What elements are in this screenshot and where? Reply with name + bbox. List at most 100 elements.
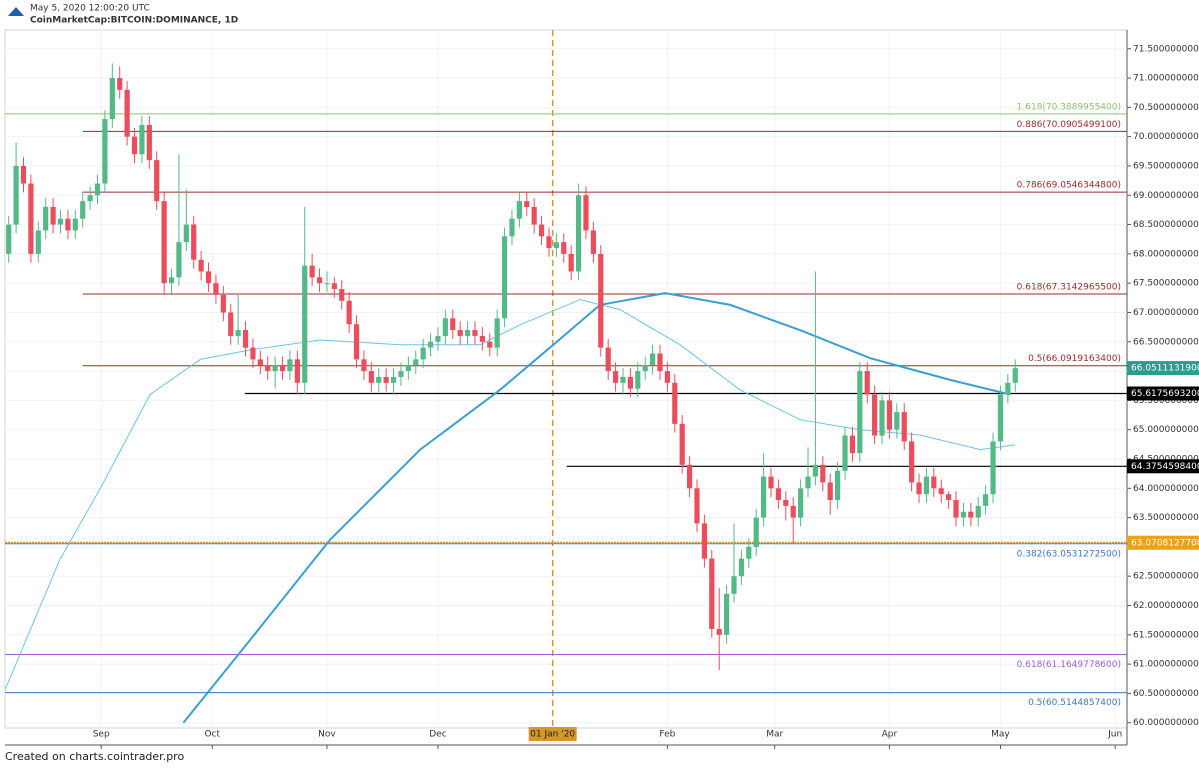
- x-tick-label: Feb: [659, 730, 675, 740]
- y-tick-label: 60.5000000000: [1133, 689, 1199, 699]
- candle-body: [250, 347, 256, 360]
- candle-body: [812, 464, 819, 477]
- candle-body: [738, 558, 745, 577]
- candle-body: [997, 394, 1004, 442]
- candle-body: [28, 183, 34, 254]
- y-tick-label: 60.0000000000: [1133, 718, 1199, 728]
- candle-body: [524, 201, 530, 207]
- y-tick-label: 68.0000000000: [1133, 249, 1199, 259]
- candle-body: [679, 423, 685, 465]
- candle-body: [820, 464, 826, 483]
- candle-body: [279, 365, 286, 372]
- candle-body: [731, 576, 737, 594]
- candle-body: [191, 224, 197, 260]
- y-tick-label: 71.5000000000: [1133, 44, 1199, 54]
- y-tick-label: 67.0000000000: [1133, 308, 1199, 318]
- y-tick-label: 69.0000000000: [1133, 191, 1199, 201]
- candle-body: [43, 206, 49, 231]
- candle-body: [701, 523, 707, 559]
- candle-body: [872, 394, 878, 436]
- candle-body: [94, 183, 101, 196]
- candle-body: [827, 482, 833, 501]
- x-tick-label: Mar: [766, 730, 783, 740]
- candle-body: [183, 224, 189, 243]
- candle-body: [546, 236, 552, 249]
- fib-label: 0.618(67.3142965500): [1017, 283, 1121, 293]
- candle-body: [849, 435, 856, 454]
- candle-body: [761, 476, 767, 518]
- candle-body: [405, 365, 411, 372]
- candle-body: [746, 546, 752, 559]
- candle-body: [923, 476, 930, 495]
- candle-body: [568, 253, 574, 272]
- date-marker-box: [528, 727, 577, 741]
- candle-body: [146, 124, 152, 161]
- candle-body: [109, 78, 115, 120]
- candle-body: [605, 347, 611, 372]
- y-tick-label: 67.5000000000: [1133, 279, 1199, 289]
- candle-body: [413, 359, 419, 366]
- x-tick-label: Apr: [882, 730, 898, 740]
- y-tick-label: 62.5000000000: [1133, 572, 1199, 582]
- candle-body: [457, 330, 463, 336]
- x-tick-label: Dec: [429, 730, 446, 740]
- candle-body: [376, 376, 382, 383]
- fib-label: 0.618(61.1649778600): [1017, 660, 1121, 670]
- candle-body: [124, 89, 130, 137]
- candle-body: [835, 470, 841, 501]
- price-tag: [1127, 459, 1199, 474]
- candle-body: [509, 218, 515, 237]
- candle-body: [886, 400, 893, 430]
- fib-label: 0.886(70.0905499100): [1017, 120, 1121, 130]
- candle-body: [242, 330, 249, 348]
- candle-body: [953, 500, 959, 518]
- candle-body: [294, 359, 300, 383]
- price-tag: [1127, 535, 1199, 550]
- candle-body: [612, 371, 619, 383]
- candle-body: [842, 435, 848, 471]
- candle-body: [265, 365, 271, 372]
- candle-body: [783, 500, 789, 506]
- candle-body: [13, 165, 19, 225]
- candle-body: [724, 593, 730, 635]
- candle-body: [790, 505, 796, 518]
- candle-body: [983, 494, 989, 506]
- candle-body: [272, 365, 278, 372]
- candle-body: [501, 236, 508, 319]
- candle-body: [805, 476, 811, 489]
- candle-body: [398, 371, 404, 377]
- candle-body: [694, 488, 700, 524]
- candle-body: [309, 265, 315, 278]
- y-tick-label: 61.5000000000: [1133, 630, 1199, 640]
- candle-body: [235, 330, 241, 336]
- candle-body: [464, 330, 471, 336]
- fib-label: 0.5(60.5144857400): [1028, 698, 1121, 708]
- candle-body: [213, 283, 219, 295]
- candle-body: [205, 271, 212, 284]
- candle-body: [50, 206, 56, 225]
- candle-body: [561, 242, 567, 254]
- x-tick-label: May: [991, 730, 1010, 740]
- y-tick-label: 69.5000000000: [1133, 161, 1199, 171]
- candle-body: [894, 412, 900, 430]
- fib-label: 0.382(63.0531272500): [1017, 549, 1121, 559]
- candle-body: [590, 230, 596, 254]
- date-marker-label: 01 Jan '20: [530, 730, 575, 740]
- candle-body: [775, 488, 782, 501]
- candle-body: [968, 511, 974, 518]
- y-tick-label: 66.5000000000: [1133, 337, 1199, 347]
- candle-body: [80, 201, 86, 219]
- candle-body: [368, 371, 374, 383]
- fib-label: 0.5(66.0919163400): [1028, 354, 1121, 364]
- y-tick-label: 68.5000000000: [1133, 220, 1199, 230]
- candle-body: [620, 376, 626, 383]
- candle-body: [472, 330, 478, 336]
- candle-body: [87, 195, 93, 202]
- candle-body: [6, 224, 12, 254]
- candle-body: [494, 318, 500, 348]
- candle-body: [131, 136, 138, 155]
- candle-body: [864, 371, 870, 395]
- candle-body: [538, 224, 545, 237]
- candle-body: [657, 353, 663, 372]
